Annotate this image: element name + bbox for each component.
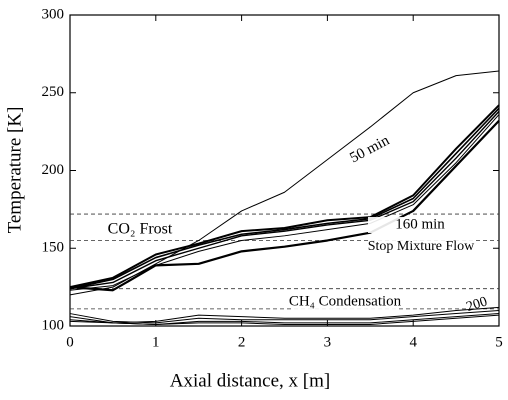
annotation-bg (293, 294, 397, 310)
annotation: CO₂ Frost (108, 221, 173, 238)
annotation: CH₄ Condensation (289, 293, 402, 309)
line-series (69, 104, 500, 289)
line-series (69, 110, 500, 290)
x-tick-label: 4 (409, 334, 417, 350)
y-axis-label: Temperature [K] (4, 107, 25, 234)
x-tick-label: 0 (66, 334, 74, 350)
line-series (69, 70, 500, 296)
annotation-bg (368, 217, 472, 233)
x-axis-label: Axial distance, x [m] (170, 370, 330, 391)
annotation: Stop Mixture Flow (368, 239, 475, 254)
annotation: 160 min (395, 216, 445, 232)
annotation-bg (369, 239, 473, 255)
y-tick-label: 100 (42, 317, 65, 333)
plot-frame (69, 14, 500, 327)
x-tick-label: 2 (238, 334, 246, 350)
y-tick-label: 250 (42, 84, 65, 100)
annotation: 50 min (347, 132, 392, 166)
y-tick-label: 200 (42, 162, 65, 178)
line-series (69, 114, 500, 291)
x-tick-label: 1 (152, 334, 160, 350)
line-series (69, 107, 500, 290)
x-tick-label: 5 (495, 334, 503, 350)
x-tick-label: 3 (324, 334, 332, 350)
y-tick-label: 300 (42, 6, 65, 22)
line-series (69, 119, 500, 292)
line-series (69, 314, 500, 325)
line-series (69, 309, 500, 324)
annotation: 200 (465, 294, 490, 315)
y-tick-label: 150 (42, 240, 65, 256)
line-series (69, 306, 500, 324)
